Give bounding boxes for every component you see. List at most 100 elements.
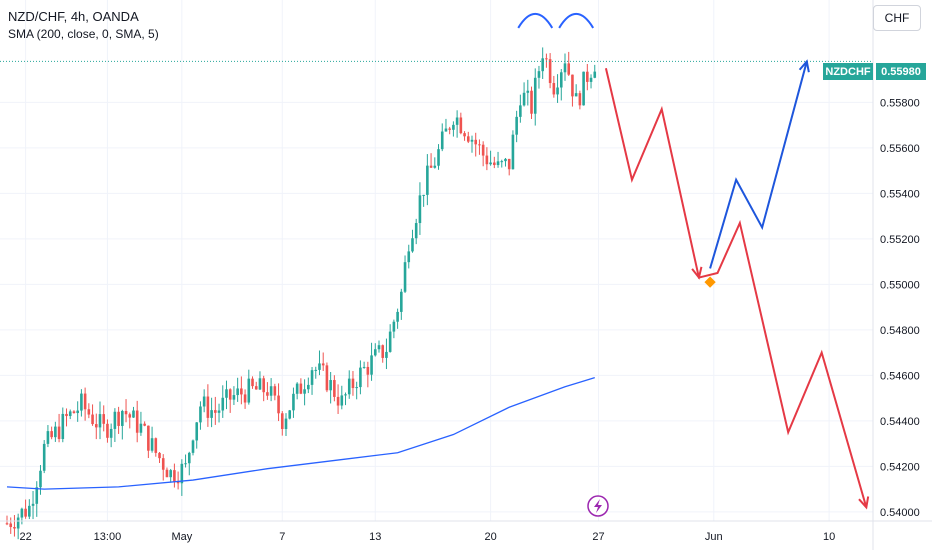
candle-body xyxy=(102,414,106,424)
candle-body xyxy=(277,395,280,414)
candle-body xyxy=(355,387,358,389)
y-tick-label: 0.54200 xyxy=(880,461,920,473)
x-tick-label: Jun xyxy=(705,531,723,543)
x-tick-label: 13:00 xyxy=(94,531,122,543)
candle-body xyxy=(299,383,303,394)
candle-body xyxy=(440,131,444,150)
candle-body xyxy=(541,58,544,72)
candle-body xyxy=(403,262,407,292)
candle-body xyxy=(314,369,318,371)
candle-body xyxy=(61,413,65,439)
candle-body xyxy=(187,452,191,464)
y-tick-label: 0.55800 xyxy=(880,97,920,109)
candle-body xyxy=(225,389,228,398)
candle-body xyxy=(292,393,295,411)
candle-body xyxy=(340,395,344,406)
candle-body xyxy=(533,77,537,114)
candle-body xyxy=(16,517,20,529)
candle-body xyxy=(106,423,109,438)
candle-body xyxy=(307,384,310,390)
candle-body xyxy=(321,363,325,366)
candle-body xyxy=(76,410,79,414)
candle-body xyxy=(273,386,277,396)
candle-body xyxy=(515,116,518,135)
candle-body xyxy=(72,411,76,414)
candle-body xyxy=(500,161,504,163)
candle-body xyxy=(448,128,451,130)
candle-body xyxy=(269,386,273,396)
event-icon[interactable] xyxy=(587,495,609,517)
chart-grid xyxy=(0,0,873,521)
candle-body xyxy=(347,378,351,395)
candlestick-series xyxy=(5,47,597,540)
candle-body xyxy=(567,63,571,75)
candle-body xyxy=(158,452,161,459)
candle-body xyxy=(113,411,117,429)
candle-body xyxy=(39,470,42,488)
candle-body xyxy=(318,363,321,370)
candle-body xyxy=(147,425,150,451)
candle-body xyxy=(485,155,489,165)
candle-body xyxy=(243,394,247,403)
candle-body xyxy=(217,410,221,413)
currency-button[interactable]: CHF xyxy=(873,5,921,31)
x-tick-label: 7 xyxy=(279,531,285,543)
x-tick-label: 22 xyxy=(19,531,31,543)
candle-body xyxy=(418,195,422,224)
candle-body xyxy=(433,165,437,168)
candle-body xyxy=(173,470,176,482)
y-tick-label: 0.55600 xyxy=(880,143,920,155)
candle-body xyxy=(545,58,548,60)
symbol-price-tag: NZDCHF xyxy=(823,63,873,80)
candle-body xyxy=(83,393,87,410)
sma-legend: SMA (200, close, 0, SMA, 5) xyxy=(8,27,159,41)
candle-body xyxy=(578,93,582,106)
candle-body xyxy=(236,388,239,396)
candle-body xyxy=(98,414,102,428)
candle-body xyxy=(169,470,172,478)
candle-body xyxy=(176,481,180,484)
candle-body xyxy=(459,117,463,134)
candle-body xyxy=(180,463,184,484)
candle-body xyxy=(210,410,213,418)
candle-body xyxy=(139,423,143,433)
candle-body xyxy=(202,396,206,407)
candle-body xyxy=(240,388,243,395)
candle-body xyxy=(359,367,362,388)
candle-body xyxy=(519,105,522,117)
candle-body xyxy=(191,440,195,453)
candle-body xyxy=(489,162,492,165)
candle-body xyxy=(504,158,507,162)
candle-body xyxy=(582,71,585,106)
candle-body xyxy=(537,71,541,78)
candle-body xyxy=(429,165,433,168)
candle-body xyxy=(50,431,53,438)
bearish-projection-line xyxy=(604,68,868,508)
candle-body xyxy=(437,149,440,166)
candle-body xyxy=(121,410,124,426)
candle-body xyxy=(288,410,292,419)
candle-body xyxy=(184,463,187,465)
arrowhead xyxy=(858,496,870,510)
target-diamond-marker xyxy=(704,276,716,288)
candle-body xyxy=(370,355,373,375)
candle-body xyxy=(571,74,574,97)
candle-body xyxy=(295,383,299,394)
candle-body xyxy=(559,72,563,88)
candle-body xyxy=(333,380,336,397)
candle-body xyxy=(329,380,332,391)
candle-body xyxy=(94,424,98,428)
candle-body xyxy=(284,418,288,430)
candle-body xyxy=(54,426,57,438)
double-top-arcs xyxy=(517,12,595,29)
arrowhead xyxy=(691,266,703,280)
candle-body xyxy=(548,59,552,84)
candle-body xyxy=(381,345,385,358)
candle-body xyxy=(9,523,13,528)
candle-body xyxy=(474,139,478,145)
candle-body xyxy=(426,165,429,195)
bullish-projection-line xyxy=(709,61,808,269)
x-tick-label: 27 xyxy=(592,531,604,543)
y-tick-label: 0.54600 xyxy=(880,370,920,382)
